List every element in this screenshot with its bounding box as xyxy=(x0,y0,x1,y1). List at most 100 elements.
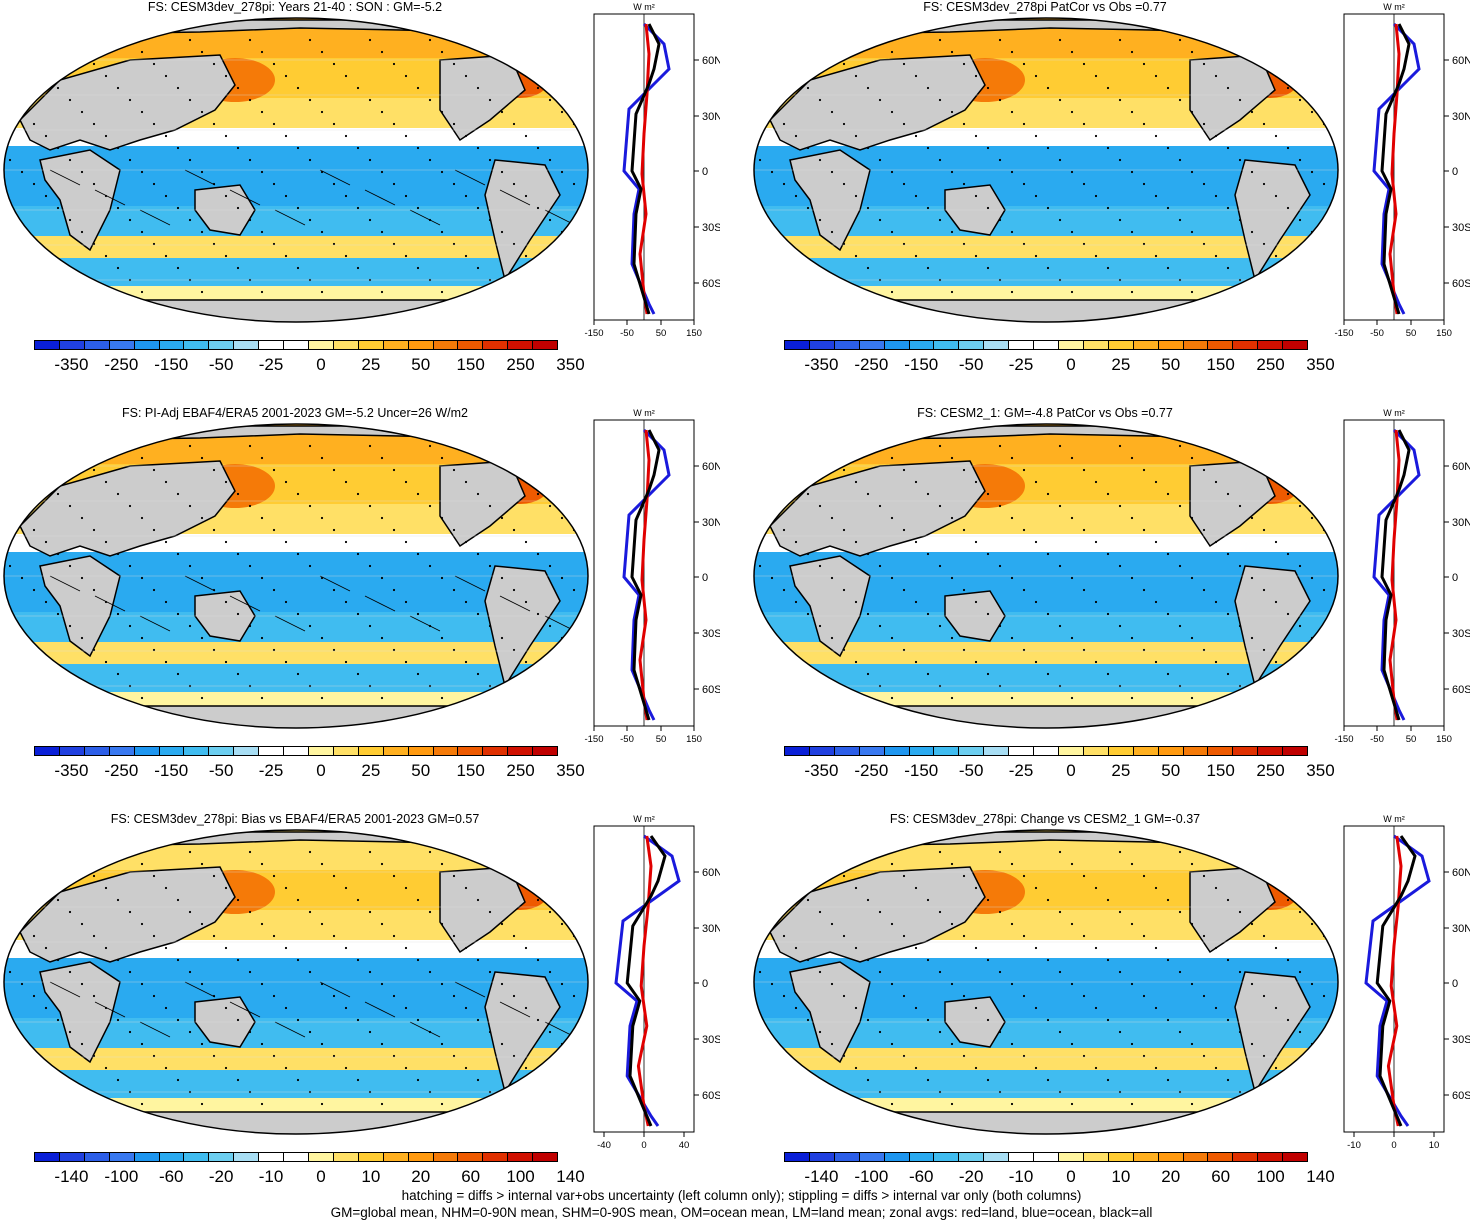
colorbar-swatch xyxy=(408,747,434,755)
colorbar-tick-label: -150 xyxy=(154,761,189,780)
zonal-mean-curve xyxy=(1380,429,1411,721)
zonal-mean-curve xyxy=(638,23,651,315)
map-panel-6: FS: CESM3dev_278pi: Change vs CESM2_1 GM… xyxy=(750,812,1483,1212)
zonal-mean-curve xyxy=(1388,429,1401,721)
colorbar-tick-label: 20 xyxy=(411,1167,431,1186)
colorbar-tick-label: -60 xyxy=(158,1167,184,1186)
colorbar-tick-label: 50 xyxy=(1161,355,1181,374)
zonal-mean-curve xyxy=(625,835,667,1127)
map-panel-1: FS: CESM3dev_278pi: Years 21-40 : SON : … xyxy=(0,0,740,400)
colorbar-tick-label: 0 xyxy=(316,761,326,780)
colorbar-swatch xyxy=(234,1153,260,1161)
colorbar-swatch xyxy=(358,747,384,755)
colorbar-swatch xyxy=(1009,747,1035,755)
colorbar-swatch xyxy=(1058,747,1084,755)
colorbar-swatch xyxy=(159,341,185,349)
colorbar-swatch xyxy=(383,747,409,755)
colorbar-swatch xyxy=(1158,341,1184,349)
colorbar-tick-label: 150 xyxy=(1206,761,1235,780)
colorbar-swatch xyxy=(1158,1153,1184,1161)
colorbar-swatch xyxy=(159,1153,185,1161)
zonal-x-tick-label: -40 xyxy=(597,1140,611,1151)
zonal-mean-plot: W m² 60N 30N 0 30S 60S -150 -50 50 150 xyxy=(1334,408,1470,745)
footer-note-hatching: hatching = diffs > internal var+obs unce… xyxy=(401,1188,1082,1203)
colorbar-swatch xyxy=(59,1153,85,1161)
lat-tick-label: 60N xyxy=(702,461,720,473)
colorbar-swatch xyxy=(1058,341,1084,349)
field-band xyxy=(4,664,588,692)
lat-tick-label: 60N xyxy=(702,55,720,67)
footer-note-legend: GM=global mean, NHM=0-90N mean, SHM=0-90… xyxy=(330,1205,1153,1220)
land-mass xyxy=(754,299,1338,322)
zonal-mean-plot: W m² 60N 30N 0 30S 60S -40 0 40 xyxy=(593,814,720,1151)
colorbar xyxy=(34,340,558,350)
colorbar-swatch xyxy=(383,341,409,349)
colorbar-swatch xyxy=(433,747,459,755)
colorbar-tick-label: -20 xyxy=(208,1167,234,1186)
global-map xyxy=(753,17,1339,323)
lat-tick-label: 30N xyxy=(702,111,720,123)
colorbar-swatch xyxy=(1283,747,1308,755)
colorbar-tick-label: -100 xyxy=(854,1167,889,1186)
zonal-mean-plot: W m² 60N 30N 0 30S 60S -10 0 10 xyxy=(1343,814,1470,1151)
colorbar-tick-label: -250 xyxy=(104,355,139,374)
colorbar-tick-label: -140 xyxy=(804,1167,839,1186)
colorbar-swatch xyxy=(508,747,534,755)
global-map xyxy=(753,423,1339,729)
colorbar-tick-label: -250 xyxy=(854,355,889,374)
lat-tick-label: 30S xyxy=(702,628,720,640)
colorbar-swatch xyxy=(909,341,935,349)
colorbar-labels: -140 -100 -60 -20 -10 0 10 20 60 100 140 xyxy=(34,1167,584,1188)
colorbar-swatch xyxy=(809,747,835,755)
colorbar-swatch xyxy=(59,341,85,349)
colorbar-swatch xyxy=(1034,1153,1059,1161)
zonal-unit-label: W m² xyxy=(1383,2,1405,12)
colorbar-swatch xyxy=(358,341,384,349)
colorbar-tick-label: 350 xyxy=(556,761,585,780)
colorbar-tick-label: -150 xyxy=(904,355,939,374)
colorbar-swatch xyxy=(834,747,860,755)
colorbar-tick-label: 150 xyxy=(456,355,485,374)
map-field xyxy=(754,18,1338,322)
lat-tick-label: 60S xyxy=(1452,1090,1470,1102)
colorbar-swatch xyxy=(785,341,810,349)
colorbar-tick-label: -25 xyxy=(1008,355,1034,374)
zonal-x-tick-label: 50 xyxy=(656,734,667,745)
colorbar xyxy=(784,746,1308,756)
lat-tick-label: 30S xyxy=(1452,628,1470,640)
colorbar-tick-label: 140 xyxy=(1306,1167,1335,1186)
colorbar-swatch xyxy=(383,1153,409,1161)
land-mass xyxy=(4,705,588,728)
colorbar-tick-label: 350 xyxy=(556,355,585,374)
colorbar-tick-label: 140 xyxy=(556,1167,585,1186)
colorbar-swatch xyxy=(1108,1153,1134,1161)
panel-title: FS: CESM3dev_278pi PatCor vs Obs =0.77 xyxy=(923,0,1167,14)
colorbar-tick-label: 50 xyxy=(1161,761,1181,780)
colorbar-tick-label: 0 xyxy=(1066,355,1076,374)
colorbar-swatch xyxy=(184,341,210,349)
colorbar-swatch xyxy=(134,1153,160,1161)
land-mass xyxy=(754,705,1338,728)
colorbar-swatch xyxy=(408,341,434,349)
colorbar-tick-label: 25 xyxy=(1111,355,1131,374)
colorbar-tick-label: -10 xyxy=(258,1167,284,1186)
colorbar-swatch xyxy=(1158,747,1184,755)
field-band xyxy=(754,236,1338,258)
lat-tick-label: 0 xyxy=(1452,166,1458,178)
colorbar-swatch xyxy=(884,1153,910,1161)
colorbar-tick-label: -150 xyxy=(904,761,939,780)
colorbar-tick-label: -60 xyxy=(908,1167,934,1186)
colorbar-tick-label: 20 xyxy=(1161,1167,1181,1186)
colorbar-swatch xyxy=(1233,747,1259,755)
colorbar-swatch xyxy=(284,341,309,349)
colorbar-swatch xyxy=(1258,1153,1284,1161)
colorbar-swatch xyxy=(909,1153,935,1161)
colorbar-swatch xyxy=(934,1153,960,1161)
map-panel-5: FS: CESM3dev_278pi: Bias vs EBAF4/ERA5 2… xyxy=(0,812,740,1212)
colorbar-swatch xyxy=(84,341,110,349)
colorbar-swatch xyxy=(134,341,160,349)
colorbar-swatch xyxy=(959,747,985,755)
colorbar-tick-label: 0 xyxy=(1066,1167,1076,1186)
lat-tick-label: 60S xyxy=(702,684,720,696)
colorbar-swatch xyxy=(1058,1153,1084,1161)
